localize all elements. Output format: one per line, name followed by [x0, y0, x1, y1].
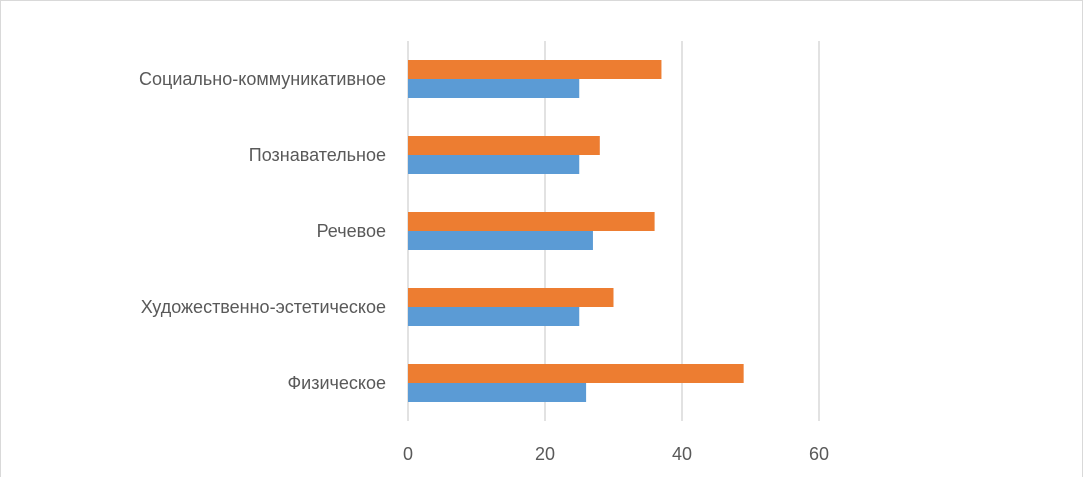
category-label: Речевое: [317, 221, 386, 241]
bar-series1-1: [408, 307, 580, 326]
x-tick-labels: 0 20 40 60: [403, 444, 829, 464]
category-label: Познавательное: [249, 145, 386, 165]
bar-series1-3: [408, 155, 580, 174]
bar-series2-4: [408, 60, 662, 79]
category-label: Физическое: [287, 373, 386, 393]
x-tick-label: 20: [535, 444, 555, 464]
category-label: Художественно-эстетическое: [141, 297, 386, 317]
category-label: Социально-коммуникативное: [139, 69, 386, 89]
category-labels: Физическое Художественно-эстетическое Рече…: [139, 69, 386, 393]
x-tick-label: 0: [403, 444, 413, 464]
bar-series1-4: [408, 79, 580, 98]
bar-series2-3: [408, 136, 600, 155]
bar-series2-2: [408, 212, 655, 231]
bar-series2-0: [408, 364, 744, 383]
x-tick-label: 60: [809, 444, 829, 464]
bar-series1-0: [408, 383, 587, 402]
bar-series2-1: [408, 288, 614, 307]
bar-series1-2: [408, 231, 593, 250]
bars: [408, 60, 744, 402]
x-tick-label: 40: [672, 444, 692, 464]
